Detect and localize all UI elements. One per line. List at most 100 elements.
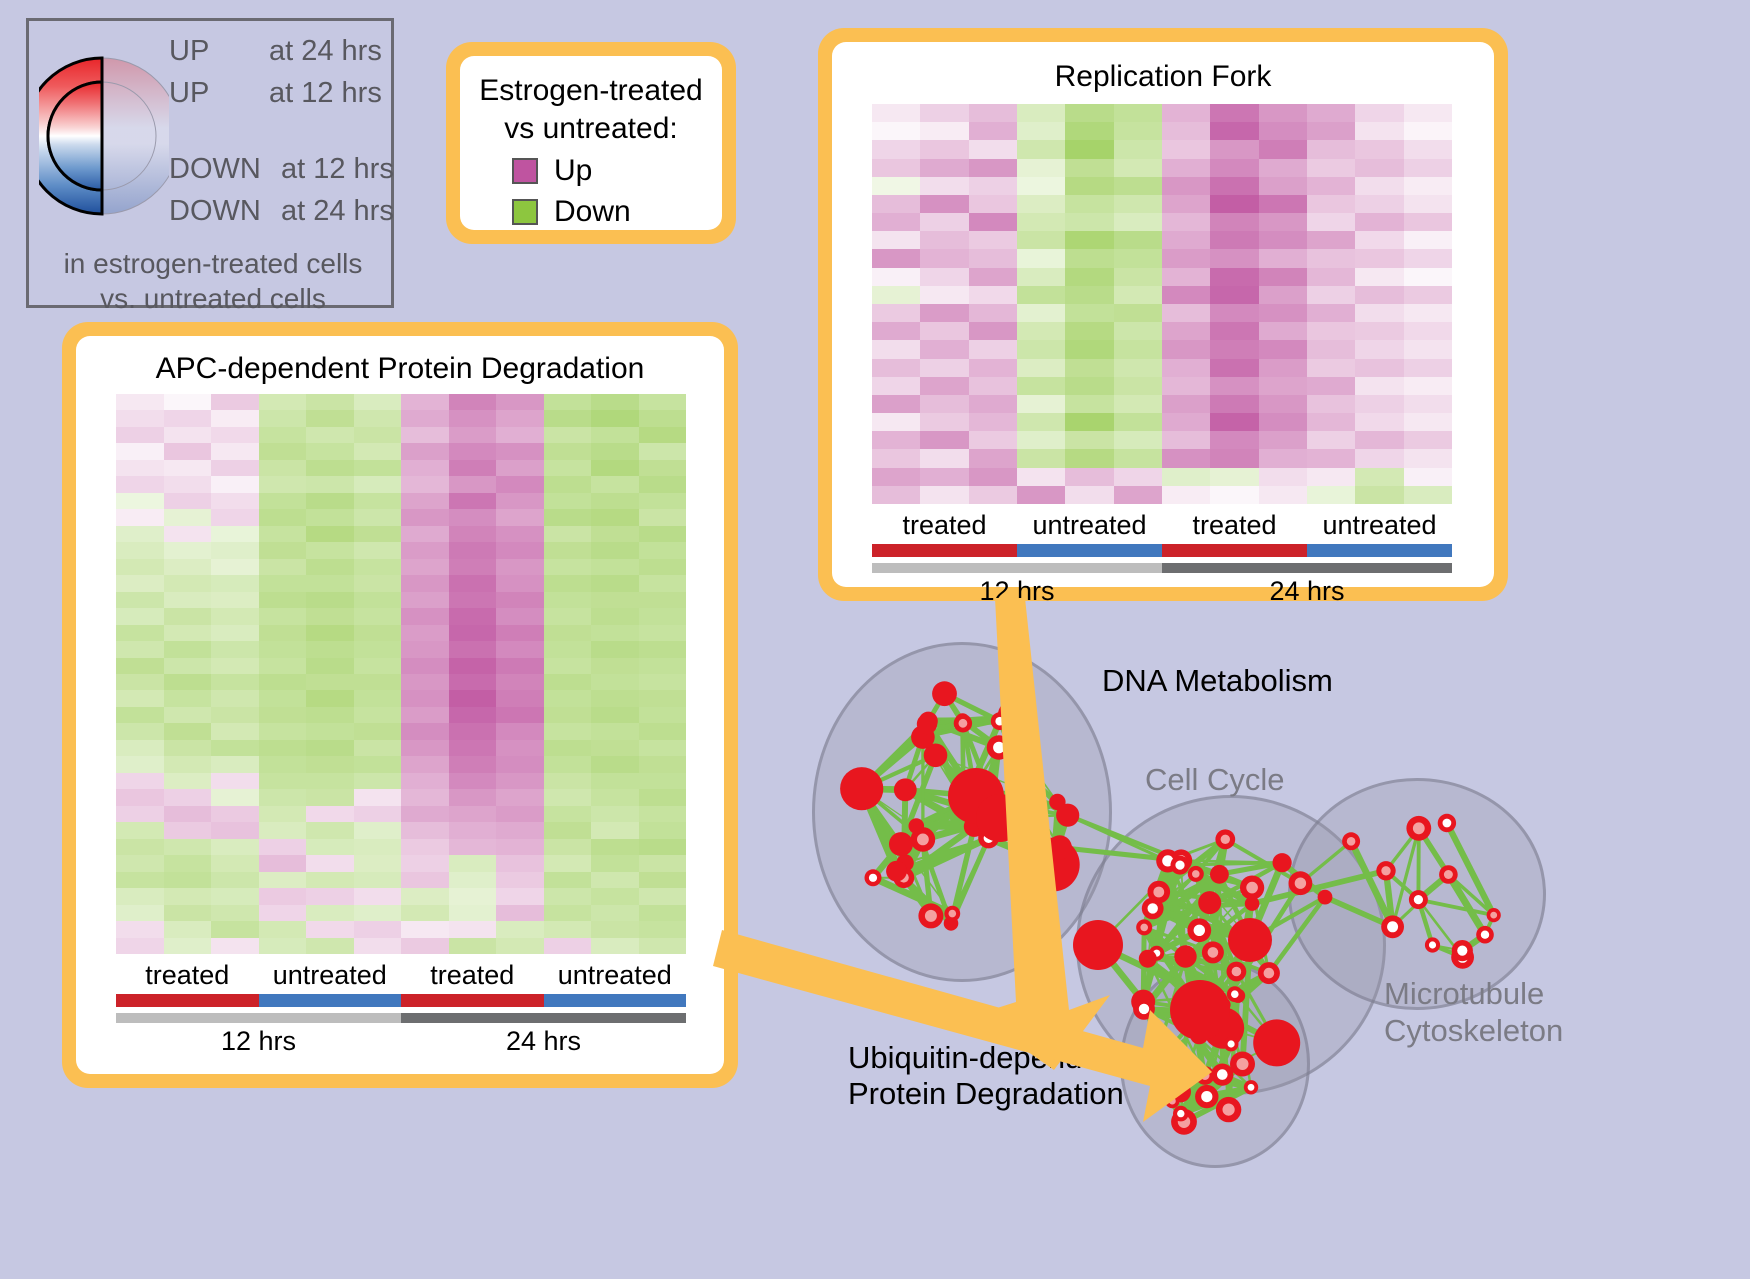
heatmap-cell	[496, 772, 544, 790]
heatmap-cell	[1161, 413, 1211, 432]
network-node	[1170, 980, 1230, 1040]
network-node	[908, 818, 925, 834]
heatmap-cell	[1403, 485, 1452, 504]
heatmap-cell	[258, 756, 306, 773]
heatmap-cell	[448, 542, 496, 559]
heatmap-cell	[1403, 213, 1452, 232]
key-time-down-24: at 24 hrs	[281, 195, 394, 227]
network-edge	[1155, 950, 1240, 999]
heatmap-cell	[1210, 467, 1259, 486]
heatmap-cell	[872, 449, 921, 468]
heatmap-cell	[1258, 449, 1307, 468]
network-node	[889, 832, 913, 857]
network-node-core	[1193, 924, 1205, 936]
heatmap-cell	[543, 641, 591, 658]
heatmap-cell	[116, 690, 164, 707]
group-label: untreated	[557, 960, 672, 990]
heatmap-cell	[401, 525, 449, 543]
heatmap-cell	[920, 176, 969, 195]
heatmap-cell	[211, 591, 259, 609]
heatmap-cell	[306, 525, 354, 543]
heatmap-cell	[353, 410, 401, 427]
heatmap-cell	[591, 558, 639, 576]
heatmap-cell	[163, 789, 211, 806]
heatmap-cell	[1016, 104, 1066, 123]
heatmap-cell	[1210, 249, 1259, 268]
heatmap-cell	[1113, 158, 1162, 177]
heatmap-cell	[448, 558, 496, 576]
heatmap-cell	[1403, 104, 1452, 123]
heatmap-cell	[1210, 231, 1259, 250]
cluster-label-cytoskeleton: Cytoskeleton	[1384, 1013, 1564, 1049]
heatmap-cell	[543, 542, 591, 559]
network-node-core	[1207, 947, 1219, 958]
heatmap-cell	[1210, 303, 1259, 323]
heatmap-cell	[1113, 303, 1162, 323]
heatmap-cell	[1065, 322, 1114, 341]
heatmap-cell	[543, 822, 591, 839]
heatmap-cell	[1306, 285, 1356, 304]
heatmap-cell	[872, 285, 921, 304]
heatmap-cell	[1210, 431, 1259, 450]
heatmap-cell	[1355, 158, 1404, 177]
heatmap-cell	[211, 871, 259, 889]
apc-degradation-title: APC-dependent Protein Degradation	[155, 352, 645, 385]
heatmap-cell	[1113, 358, 1162, 377]
heatmap-cell	[306, 394, 354, 411]
heatmap-cell	[401, 937, 449, 954]
heatmap-cell	[1016, 213, 1066, 232]
heatmap-cell	[638, 921, 686, 938]
heatmap-cell	[591, 838, 639, 856]
heatmap-cell	[543, 706, 591, 724]
heatmap-cell	[496, 542, 544, 559]
heatmap-cell	[401, 459, 449, 477]
network-node-core	[1247, 1083, 1255, 1091]
expression-key-subtitle: in estrogen-treated cells vs. untreated …	[29, 246, 397, 316]
heatmap-cell	[591, 739, 639, 757]
heatmap-cell	[1210, 449, 1259, 468]
network-node-core	[1442, 818, 1452, 828]
heatmap-cell	[306, 690, 354, 707]
network-node-core	[1294, 877, 1307, 889]
heatmap-cell	[638, 591, 686, 609]
heatmap-cell	[496, 706, 544, 724]
heatmap-cell	[496, 657, 544, 674]
heatmap-cell	[1403, 303, 1452, 323]
heatmap-cell	[872, 231, 921, 250]
heatmap-cell	[591, 805, 639, 823]
treatment-bar-segment	[543, 994, 686, 1007]
heatmap-cell	[448, 657, 496, 674]
heatmap-cell	[258, 789, 306, 806]
network-edge	[1224, 837, 1302, 885]
heatmap-cell	[1258, 358, 1307, 377]
cluster-label-microtubule-cytoskeleton: Microtubule Cytoskeleton	[1384, 975, 1563, 1049]
heatmap-cell	[116, 888, 164, 905]
heatmap-cell	[448, 492, 496, 510]
heatmap-cell	[1306, 249, 1356, 268]
heatmap-cell	[1016, 413, 1066, 432]
heatmap-cell	[306, 509, 354, 526]
heatmap-cell	[872, 340, 921, 359]
heatmap-cell	[1065, 140, 1114, 159]
heatmap-cell	[163, 838, 211, 856]
heatmap-cell	[116, 591, 164, 609]
heatmap-cell	[448, 674, 496, 691]
network-node-core	[948, 909, 957, 918]
heatmap-cell	[1210, 322, 1259, 341]
heatmap-cell	[1210, 122, 1259, 141]
heatmap-cell	[591, 756, 639, 773]
heatmap-cell	[1161, 122, 1211, 141]
heatmap-cell	[116, 772, 164, 790]
heatmap-cell	[1113, 413, 1162, 432]
heatmap-cell	[1403, 376, 1452, 395]
heatmap-cell	[1306, 394, 1356, 414]
heatmap-cell	[401, 805, 449, 823]
heatmap-cell	[1161, 394, 1211, 414]
heatmap-cell	[306, 756, 354, 773]
heatmap-cell	[543, 789, 591, 806]
heatmap-cell	[543, 921, 591, 938]
heatmap-cell	[211, 509, 259, 526]
time-bar-segment	[1162, 563, 1452, 573]
heatmap-cell	[496, 509, 544, 526]
heatmap-cell	[258, 624, 306, 642]
